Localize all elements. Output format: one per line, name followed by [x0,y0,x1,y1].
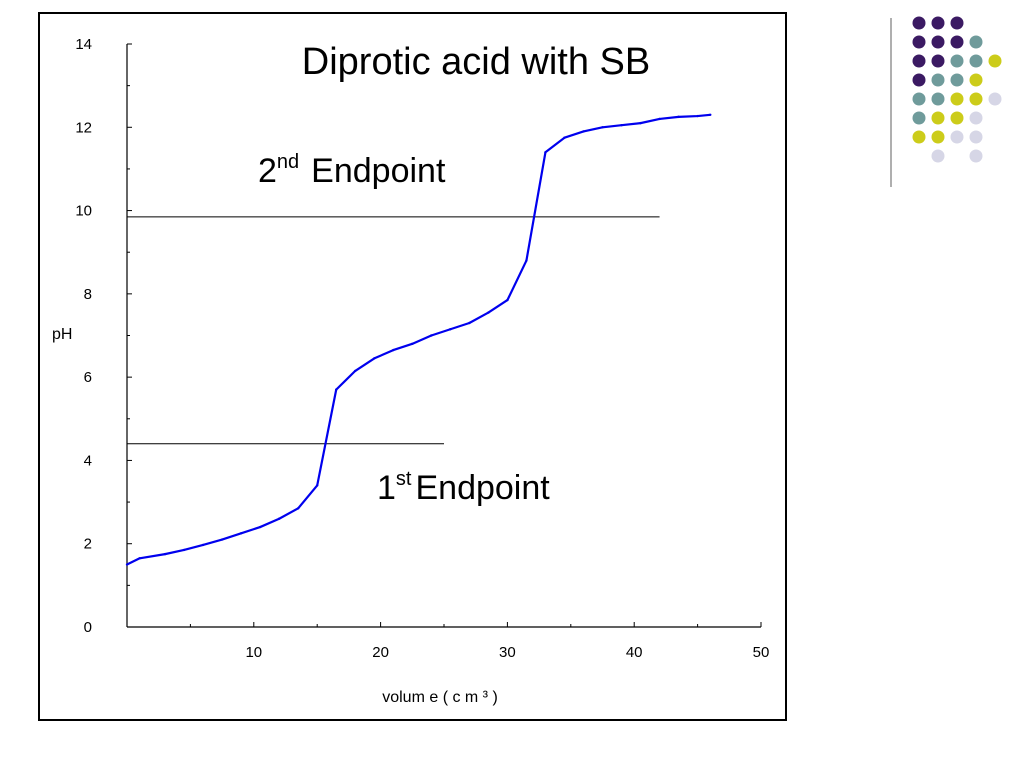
data-point [506,298,509,302]
data-point [709,113,712,116]
decor-dot [912,73,926,87]
data-point [373,357,376,360]
y-tick-label: 8 [84,286,92,303]
decor-dot [912,16,926,30]
decor-dot [988,54,1002,68]
decor-dot [969,92,983,106]
data-point [138,557,141,560]
y-tick-label: 14 [75,36,92,53]
decor-dot [950,35,964,49]
decor-dot [912,35,926,49]
axes [126,43,762,628]
decor-dot [931,111,945,125]
decor-dot [931,149,945,163]
data-point [277,517,281,520]
data-point [658,117,661,121]
endpoint-label-2nd: 2nd Endpoint [258,151,446,190]
decor-dot [950,54,964,68]
data-point [201,543,205,547]
data-point [696,114,699,118]
x-tick-label: 10 [245,644,262,661]
endpoint-label-2nd-number: 2 [258,152,277,190]
data-point [411,342,414,346]
data-point [449,328,452,331]
x-tick-label: 30 [499,644,516,661]
data-point [163,552,167,556]
y-tick-label: 12 [75,119,92,136]
data-point [677,115,680,119]
data-point [335,388,338,391]
decor-dot [969,54,983,68]
endpoint-label-2nd-suffix: nd [277,151,299,173]
decor-dot [931,16,945,30]
endpoint-label-1st-suffix: st [396,468,412,490]
decor-dot [969,130,983,144]
decor-dot [912,111,926,125]
data-point [258,525,262,529]
decor-dot [969,111,983,125]
endpoint-reference-lines [127,216,660,445]
decorative-dot-pattern [890,16,1002,187]
decor-dot [912,92,926,106]
x-tick-label: 20 [372,644,389,661]
decor-dot [931,130,945,144]
data-point [601,126,604,129]
decor-dot [969,73,983,87]
decor-dot [931,54,945,68]
data-point [354,369,357,373]
data-point [220,538,224,541]
y-tick-label: 0 [84,619,92,636]
decor-dot [950,73,964,87]
decor-dot [988,92,1002,106]
data-point [125,563,129,566]
decor-dot [950,111,964,125]
y-tick-label: 10 [75,203,92,220]
decor-dot [912,130,926,144]
x-tick-label: 40 [626,644,643,661]
chart-title: Diprotic acid with SB [302,41,650,83]
data-point [525,259,528,262]
data-point [563,136,566,139]
chart-frame: Diprotic acid with SB 0 2 4 6 8 10 12 14 10 20 30 4… [38,12,787,721]
data-point [639,121,642,125]
decor-dot [931,92,945,106]
data-point [582,130,585,133]
series-layer [125,113,712,566]
x-tick-label: 50 [753,644,770,661]
endpoint-label-1st-number: 1 [377,469,396,507]
y-tick-label: 6 [84,369,92,386]
decor-dot [969,149,983,163]
data-point [544,151,547,154]
endpoint-label-1st: 1st Endpoint [377,468,550,507]
data-point [296,507,300,510]
decor-dot [931,73,945,87]
endpoint-label-1st-text: Endpoint [415,469,550,507]
decor-dot [969,35,983,49]
data-point [468,321,471,325]
data-point [239,532,243,535]
y-tick-label: 4 [84,452,92,469]
decor-dot [912,54,926,68]
data-point [430,334,433,337]
titration-curve [126,113,711,566]
y-tick-label: 2 [84,536,92,553]
decor-dot [931,35,945,49]
data-point [182,548,186,552]
endpoint-label-2nd-text: Endpoint [311,152,446,190]
data-point [316,484,319,487]
data-point [620,124,623,127]
decor-dot [950,92,964,106]
x-axis-label: volum e ( c m ³ ) [382,689,498,706]
decor-dot [950,16,964,30]
data-point [487,311,490,314]
y-axis-label: pH [52,326,72,343]
decor-dot [950,130,964,144]
data-point [392,348,395,352]
